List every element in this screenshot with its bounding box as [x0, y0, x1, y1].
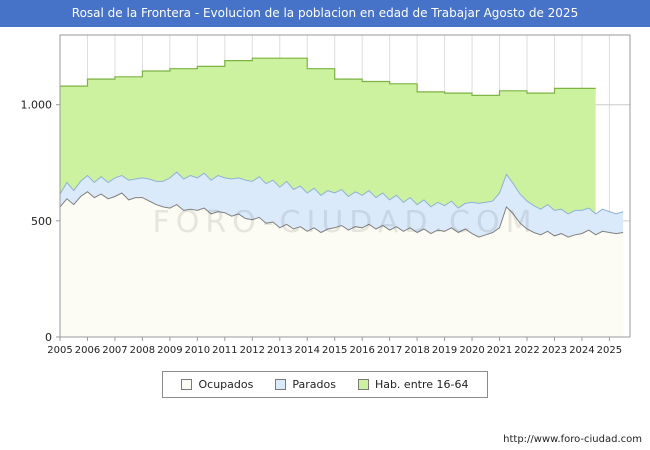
svg-text:2015: 2015 [322, 345, 347, 356]
svg-text:2008: 2008 [130, 345, 155, 356]
svg-text:2023: 2023 [542, 345, 567, 356]
legend-swatch-parados [275, 379, 287, 390]
legend-label-hab: Hab. entre 16-64 [374, 378, 469, 391]
chart-legend: Ocupados Parados Hab. entre 16-64 [162, 371, 488, 398]
legend-swatch-hab [357, 379, 369, 390]
svg-text:2007: 2007 [102, 345, 127, 356]
watermark: FORO-CIUDAD.COM [153, 205, 538, 240]
svg-text:2010: 2010 [185, 345, 210, 356]
svg-text:2019: 2019 [432, 345, 457, 356]
svg-text:2005: 2005 [47, 345, 72, 356]
svg-text:500: 500 [31, 215, 52, 228]
svg-text:0: 0 [45, 331, 52, 344]
svg-text:2006: 2006 [75, 345, 100, 356]
svg-text:2022: 2022 [514, 345, 539, 356]
chart-title-bar: Rosal de la Frontera - Evolucion de la p… [0, 0, 650, 27]
svg-text:2018: 2018 [404, 345, 429, 356]
svg-text:2016: 2016 [349, 345, 374, 356]
svg-text:2017: 2017 [377, 345, 402, 356]
legend-label-ocupados: Ocupados [198, 378, 254, 391]
legend-item-parados: Parados [275, 378, 336, 391]
svg-text:2012: 2012 [240, 345, 265, 356]
population-area-chart: FORO-CIUDAD.COM 0 500 1.000 2005 2006 2007 2008… [21, 34, 631, 356]
svg-text:2024: 2024 [569, 345, 594, 356]
legend-label-parados: Parados [292, 378, 336, 391]
svg-text:2009: 2009 [157, 345, 182, 356]
svg-text:2011: 2011 [212, 345, 237, 356]
svg-text:2014: 2014 [295, 345, 320, 356]
svg-text:1.000: 1.000 [21, 99, 53, 112]
chart-title: Rosal de la Frontera - Evolucion de la p… [71, 6, 579, 20]
legend-item-hab: Hab. entre 16-64 [357, 378, 469, 391]
svg-text:2021: 2021 [487, 345, 512, 356]
legend-item-ocupados: Ocupados [181, 378, 253, 391]
footer-link[interactable]: http://www.foro-ciudad.com [503, 434, 642, 445]
legend-swatch-ocupados [181, 379, 193, 390]
svg-text:2025: 2025 [597, 345, 622, 356]
svg-text:2013: 2013 [267, 345, 292, 356]
svg-text:2020: 2020 [459, 345, 484, 356]
footer: http://www.foro-ciudad.com [503, 434, 642, 445]
